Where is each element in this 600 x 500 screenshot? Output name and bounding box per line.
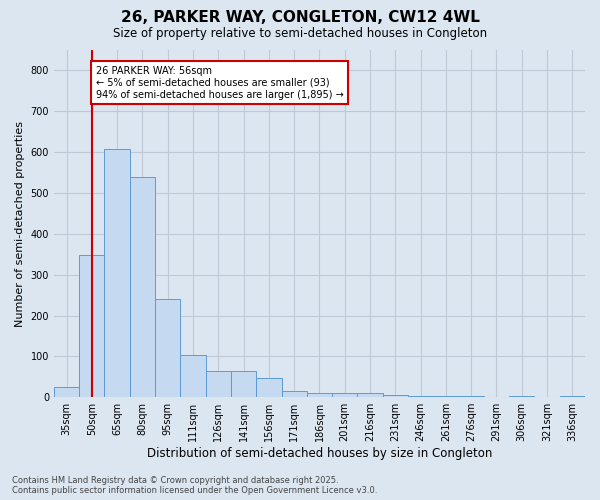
- Bar: [408, 396, 433, 397]
- Bar: [155, 299, 181, 397]
- Bar: [206, 370, 231, 397]
- Text: 26 PARKER WAY: 56sqm
← 5% of semi-detached houses are smaller (93)
94% of semi-d: 26 PARKER WAY: 56sqm ← 5% of semi-detach…: [95, 66, 343, 100]
- Bar: [332, 393, 358, 397]
- Bar: [509, 396, 535, 397]
- Bar: [181, 355, 206, 397]
- Bar: [458, 396, 484, 397]
- Bar: [307, 393, 332, 397]
- Bar: [130, 178, 155, 397]
- Bar: [560, 396, 585, 397]
- Bar: [54, 387, 79, 397]
- Bar: [383, 395, 408, 397]
- Bar: [256, 378, 281, 397]
- Text: 26, PARKER WAY, CONGLETON, CW12 4WL: 26, PARKER WAY, CONGLETON, CW12 4WL: [121, 10, 479, 25]
- X-axis label: Distribution of semi-detached houses by size in Congleton: Distribution of semi-detached houses by …: [147, 447, 492, 460]
- Y-axis label: Number of semi-detached properties: Number of semi-detached properties: [15, 120, 25, 326]
- Text: Size of property relative to semi-detached houses in Congleton: Size of property relative to semi-detach…: [113, 28, 487, 40]
- Bar: [79, 255, 104, 397]
- Bar: [231, 370, 256, 397]
- Bar: [433, 396, 458, 397]
- Bar: [104, 149, 130, 397]
- Bar: [358, 393, 383, 397]
- Text: Contains HM Land Registry data © Crown copyright and database right 2025.
Contai: Contains HM Land Registry data © Crown c…: [12, 476, 377, 495]
- Bar: [281, 391, 307, 397]
